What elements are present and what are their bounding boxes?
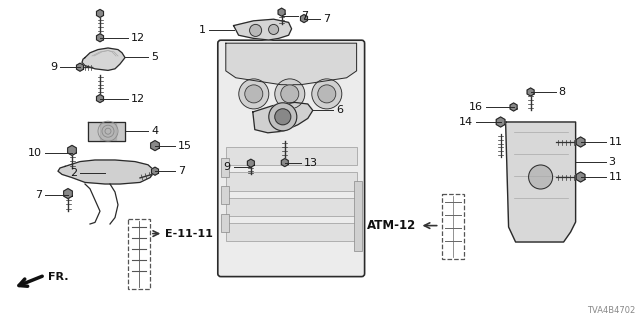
Circle shape — [244, 85, 263, 103]
Text: 9: 9 — [223, 162, 230, 172]
Circle shape — [312, 79, 342, 109]
Circle shape — [275, 109, 291, 125]
Polygon shape — [97, 34, 104, 42]
Text: 13: 13 — [304, 157, 318, 168]
Bar — [221, 214, 229, 232]
Polygon shape — [510, 103, 517, 111]
Circle shape — [269, 103, 297, 131]
Polygon shape — [97, 95, 104, 102]
Text: TVA4B4702: TVA4B4702 — [587, 306, 635, 315]
Polygon shape — [82, 48, 125, 70]
Polygon shape — [576, 137, 585, 147]
Polygon shape — [100, 122, 116, 140]
Bar — [226, 147, 356, 165]
Polygon shape — [63, 188, 72, 199]
Circle shape — [269, 24, 278, 35]
Text: 16: 16 — [468, 102, 483, 112]
Text: 5: 5 — [151, 52, 158, 62]
Polygon shape — [527, 88, 534, 96]
Circle shape — [281, 85, 299, 103]
Bar — [221, 186, 229, 204]
Text: 11: 11 — [609, 172, 623, 182]
Circle shape — [250, 24, 262, 36]
Circle shape — [239, 79, 269, 109]
FancyBboxPatch shape — [218, 40, 365, 276]
Polygon shape — [278, 8, 285, 16]
Text: 12: 12 — [131, 94, 145, 104]
Circle shape — [275, 79, 305, 109]
Bar — [221, 158, 229, 177]
Text: 7: 7 — [178, 166, 185, 176]
Polygon shape — [301, 14, 307, 22]
Bar — [226, 172, 356, 191]
Text: 7: 7 — [301, 11, 308, 21]
Text: 8: 8 — [559, 87, 566, 97]
Text: 2: 2 — [70, 168, 77, 178]
Polygon shape — [97, 9, 104, 17]
Polygon shape — [576, 172, 585, 182]
Polygon shape — [152, 167, 159, 175]
Polygon shape — [150, 140, 159, 151]
Text: E-11-11: E-11-11 — [165, 228, 213, 239]
Polygon shape — [248, 159, 254, 167]
Circle shape — [529, 165, 552, 189]
Polygon shape — [282, 158, 288, 166]
Text: 15: 15 — [178, 141, 192, 151]
Text: 10: 10 — [28, 148, 42, 158]
Text: 1: 1 — [198, 25, 205, 36]
Polygon shape — [68, 145, 76, 156]
Bar — [226, 223, 356, 241]
Text: 14: 14 — [458, 117, 472, 127]
Circle shape — [318, 85, 336, 103]
Bar — [128, 219, 150, 289]
Text: 3: 3 — [609, 157, 616, 167]
Text: ATM-12: ATM-12 — [367, 219, 417, 232]
Text: 9: 9 — [50, 62, 57, 72]
Polygon shape — [77, 63, 83, 71]
Text: 6: 6 — [336, 105, 343, 116]
Polygon shape — [496, 117, 505, 127]
Polygon shape — [88, 122, 125, 141]
Polygon shape — [506, 122, 575, 242]
Polygon shape — [226, 43, 356, 85]
Text: 4: 4 — [151, 125, 158, 136]
Text: FR.: FR. — [48, 272, 68, 282]
Bar — [442, 194, 463, 259]
Polygon shape — [58, 160, 155, 184]
Text: 7: 7 — [35, 189, 42, 200]
Text: 12: 12 — [131, 33, 145, 43]
Bar — [354, 181, 362, 251]
Polygon shape — [234, 19, 292, 40]
Bar — [226, 197, 356, 216]
Polygon shape — [253, 102, 313, 133]
Text: 7: 7 — [323, 13, 330, 24]
Text: 11: 11 — [609, 137, 623, 147]
